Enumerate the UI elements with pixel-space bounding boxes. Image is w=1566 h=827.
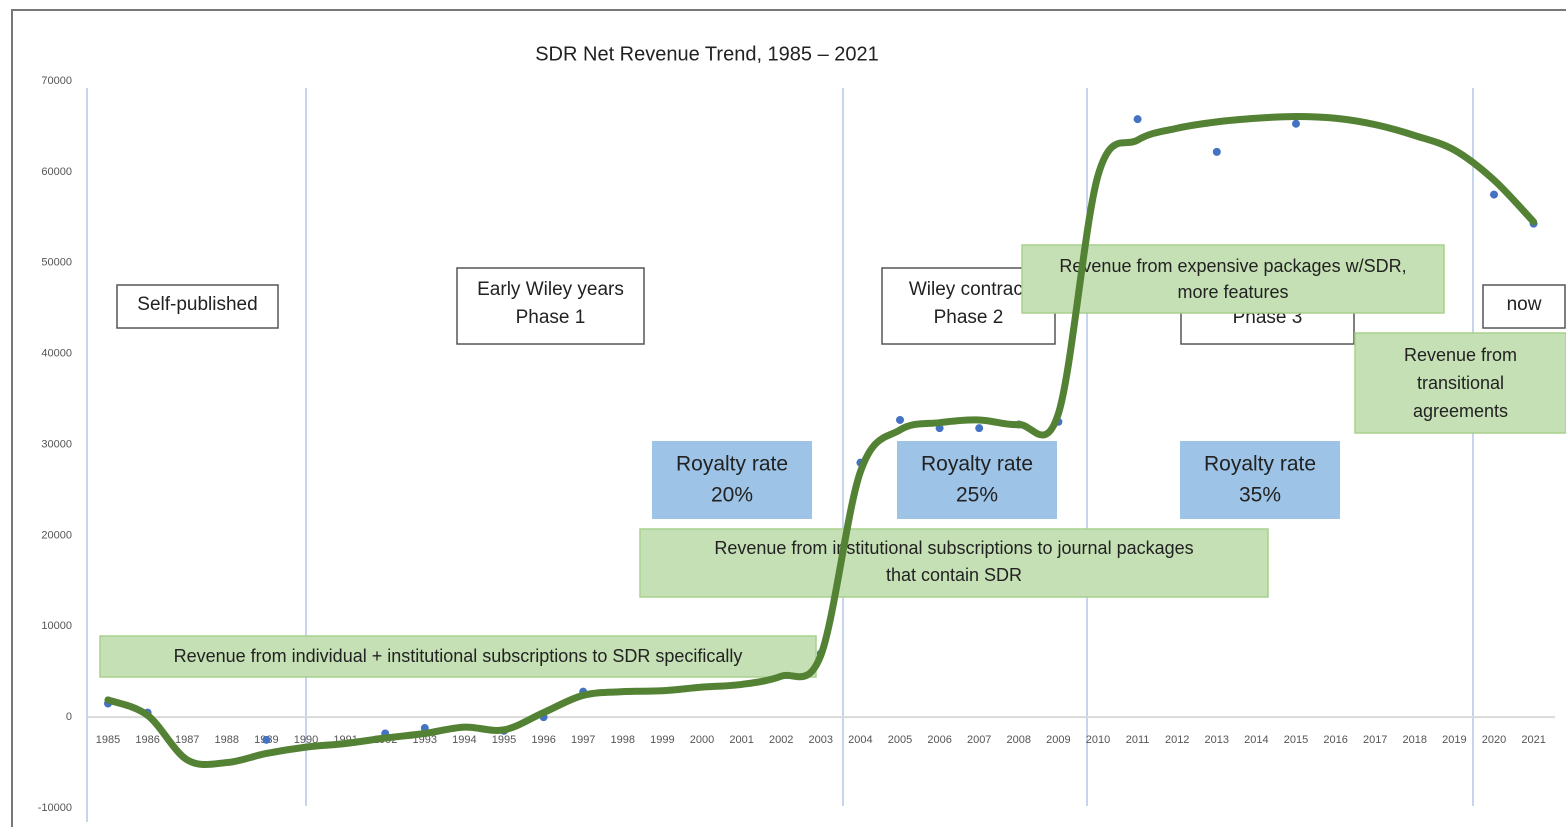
x-tick-label: 1988 [215,734,239,746]
royalty_labels-box [897,441,1057,519]
trend-line [104,112,1538,769]
frame [11,9,1566,827]
revenue_notes-text: Revenue from [1404,345,1517,365]
phase_labels-text: Wiley contract [909,279,1029,300]
x-tick-label: 1997 [571,734,595,746]
y-tick-label: 50000 [41,257,72,269]
x-tick-label: 2012 [1165,734,1189,746]
x-tick-label: 2002 [769,734,793,746]
x-tick-label: 2009 [1046,734,1070,746]
x-tick-label: 2018 [1403,734,1427,746]
data-point [1292,119,1300,128]
x-tick-label: 1986 [135,734,159,746]
y-tick-label: 10000 [41,620,72,632]
x-tick-label: 1985 [96,734,120,746]
x-tick-label: 2013 [1205,734,1229,746]
revenue_notes-box [639,528,1269,598]
x-tick-label: 2008 [1007,734,1031,746]
phase_labels-text: Phase 1 [516,307,586,328]
phase_labels-text: Self-published [137,294,257,315]
x-tick-label: 2007 [967,734,991,746]
royalty_labels-text: Royalty rate [676,453,788,476]
data-point [975,424,984,433]
x-tick-label: 2021 [1521,734,1545,746]
y-tick-label: 20000 [41,529,72,541]
data-point [262,735,271,744]
royalty_labels-box [1180,441,1340,519]
x-tick-label: 2004 [848,734,872,746]
x-tick-label: 2010 [1086,734,1110,746]
x-tick-label: 2001 [729,734,753,746]
phase_labels-text: Phase 2 [934,307,1004,328]
royalty_labels-text: 35% [1239,484,1281,507]
y-tick-label: 30000 [41,438,72,450]
x-tick-label: 2000 [690,734,714,746]
revenue_notes-text: more features [1177,282,1288,302]
royalty_labels-text: Royalty rate [1204,453,1316,476]
royalty_labels-text: 25% [956,484,998,507]
y-tick-label: 0 [66,711,72,723]
royalty_labels-box [652,441,812,519]
x-tick-label: 2015 [1284,734,1308,746]
x-tick-label: 1987 [175,734,199,746]
x-tick-label: 2003 [809,734,833,746]
revenue_notes-text: that contain SDR [886,565,1022,585]
x-tick-label: 2017 [1363,734,1387,746]
chart-title: SDR Net Revenue Trend, 1985 – 2021 [535,43,879,65]
revenue_notes-box [1354,332,1566,434]
revenue_notes-text: Revenue from expensive packages w/SDR, [1059,256,1406,276]
data-point [1490,190,1498,199]
royalty_labels-text: 20% [711,484,753,507]
phase_labels-text: Early Wiley years [477,279,624,300]
x-tick-label: 2014 [1244,734,1268,746]
phase_labels-box [456,267,645,345]
x-tick-label: 2011 [1126,734,1150,746]
revenue_notes-box [1021,244,1445,314]
y-tick-label: 60000 [41,166,72,178]
x-tick-label: 1998 [611,734,635,746]
phase_labels-box [1482,284,1566,329]
phase_labels-text: now [1507,294,1542,315]
x-tick-label: 1994 [452,734,476,746]
x-tick-label: 1990 [294,734,318,746]
revenue_notes-text: Revenue from individual + institutional … [174,646,743,666]
revenue_notes-text: transitional [1417,373,1504,393]
y-tick-label: -10000 [38,802,72,814]
revenue_notes-text: Revenue from institutional subscriptions… [714,538,1193,558]
revenue_notes-box [99,635,817,678]
x-tick-label: 2019 [1442,734,1466,746]
x-tick-label: 2020 [1482,734,1506,746]
royalty_labels-text: Royalty rate [921,453,1033,476]
x-tick-label: 1999 [650,734,674,746]
revenue_notes-text: agreements [1413,401,1508,421]
x-tick-label: 1995 [492,734,516,746]
phase_labels-box [116,284,279,329]
data-point [1133,115,1142,124]
data-point [896,415,904,424]
x-tick-label: 1996 [531,734,555,746]
x-tick-label: 2005 [888,734,912,746]
data-point [1212,147,1221,156]
y-tick-label: 70000 [41,75,72,87]
x-tick-label: 2016 [1323,734,1347,746]
y-tick-label: 40000 [41,348,72,360]
x-tick-label: 2006 [927,734,951,746]
